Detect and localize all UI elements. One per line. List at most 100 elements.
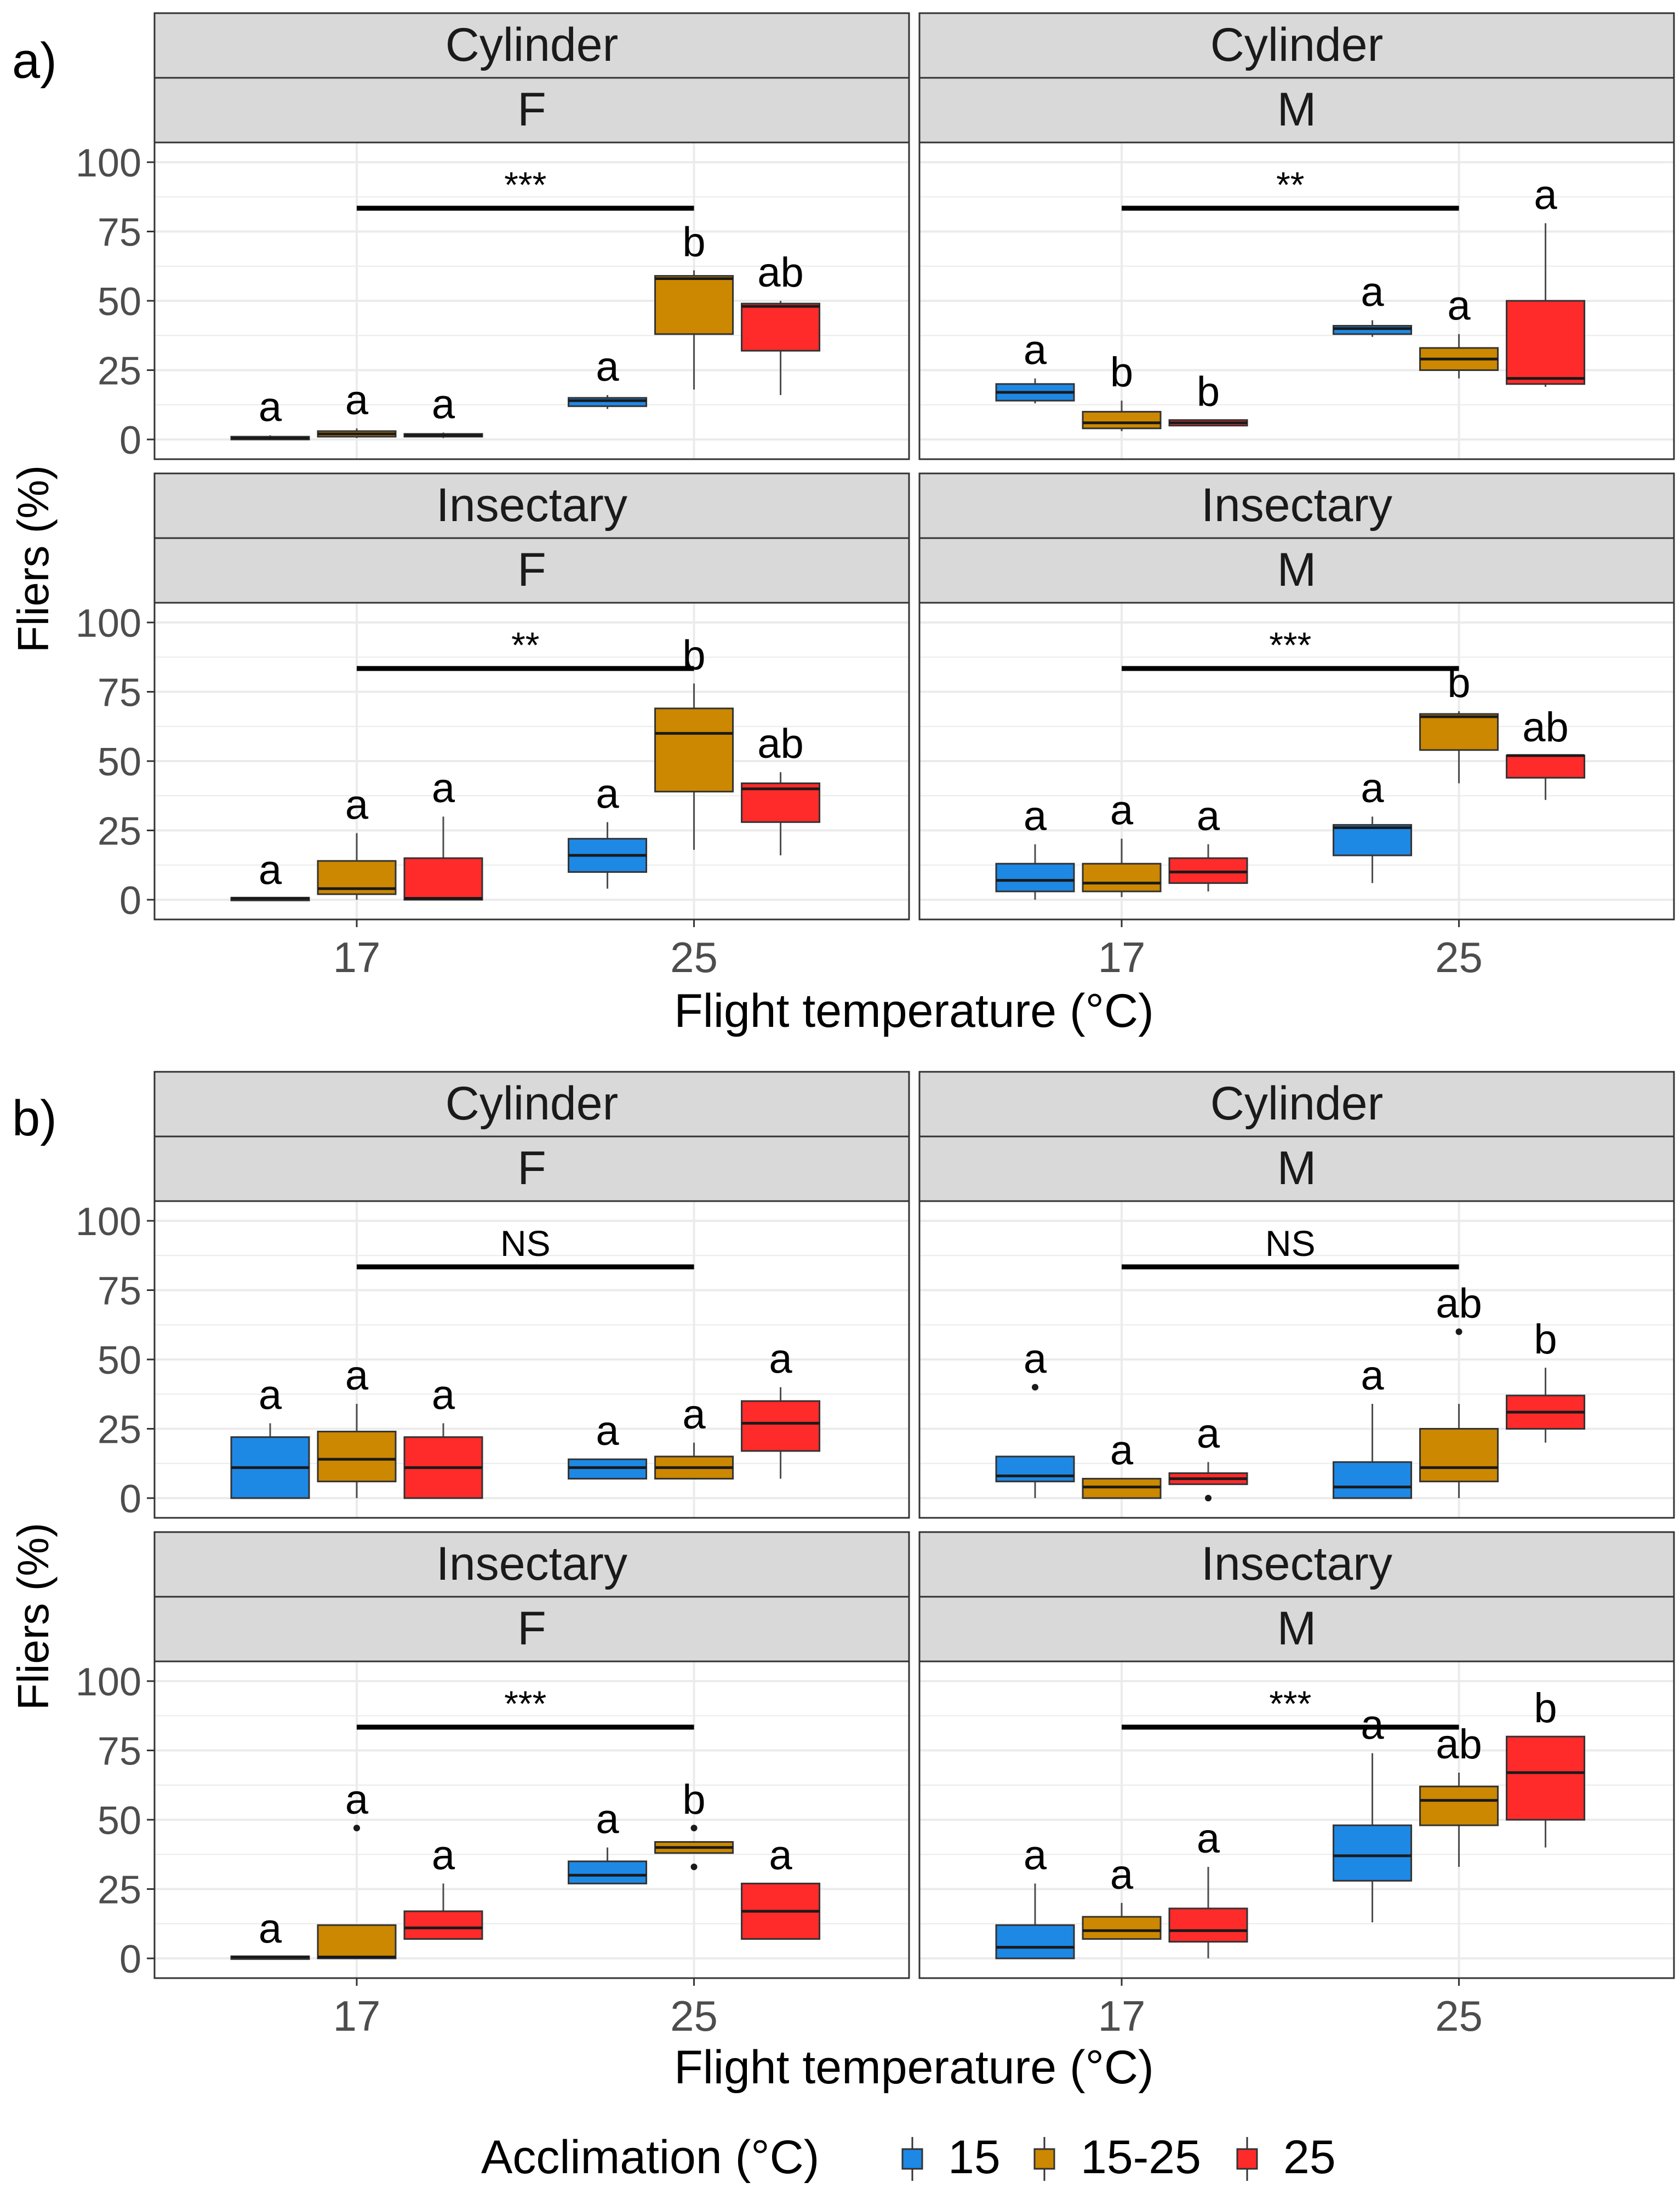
boxplot-25: a: [1168, 1815, 1248, 1958]
x-tick-label: 25: [670, 933, 718, 981]
boxplot-15: a: [995, 1832, 1075, 1959]
group-letter: a: [432, 1832, 455, 1878]
boxplot-15: a: [1333, 1352, 1413, 1499]
group-letter: a: [345, 782, 369, 829]
facet-strip: [153, 1135, 910, 1202]
boxplot-15-25: a: [1082, 787, 1162, 897]
box: [403, 1910, 483, 1940]
box: [995, 862, 1075, 893]
x-tick-label: 17: [1098, 1992, 1146, 2040]
box: [1506, 755, 1586, 779]
x-tick-label: 25: [1435, 1992, 1483, 2040]
boxplot-15: a: [995, 327, 1075, 404]
group-letter: a: [1197, 793, 1220, 839]
boxplot-15-25: b: [1082, 349, 1162, 431]
y-axis-label-a: Fliers (%): [9, 465, 58, 653]
significance-label: NS: [1265, 1223, 1316, 1264]
boxplot-15: a: [1333, 765, 1413, 883]
facet-strip-label: Insectary: [1201, 479, 1392, 532]
facet-strip: [918, 537, 1675, 604]
box: [1082, 862, 1162, 893]
figure-part-label-a: a): [12, 33, 57, 89]
y-tick-label: 0: [119, 419, 141, 462]
box: [1082, 410, 1162, 430]
boxplot-15-25: b: [654, 219, 734, 390]
boxplot-25: ab: [741, 721, 821, 856]
box: [568, 397, 648, 407]
facet-panel: Cylinder F 0 25 50 75 100 NS a a a a a a: [76, 1071, 910, 1521]
y-tick-label: 25: [98, 810, 141, 854]
facet-strip: [918, 1071, 1675, 1138]
box: [1419, 1785, 1499, 1826]
plot-border: [918, 1200, 1675, 1519]
group-letter: a: [1110, 1427, 1134, 1474]
group-letter: b: [682, 219, 705, 265]
boxplot-15-25: b: [654, 632, 734, 850]
significance-label: ***: [504, 1683, 546, 1724]
facet-strip: [153, 1071, 910, 1138]
facet-strip-label: Insectary: [436, 1538, 627, 1590]
y-tick-label: 100: [76, 1660, 141, 1704]
group-letter: a: [1024, 1832, 1047, 1878]
box: [403, 857, 483, 901]
x-tick-label: 17: [333, 1992, 381, 2040]
group-letter: a: [1197, 1410, 1220, 1457]
facet-strip: [918, 1596, 1675, 1662]
group-letter: a: [1197, 1815, 1220, 1862]
legend-item-25: 25: [1236, 2131, 1336, 2184]
outlier-point: [353, 1825, 361, 1832]
box: [1506, 1735, 1586, 1821]
y-tick-label: 75: [98, 211, 141, 255]
boxplot-25: a: [1168, 793, 1248, 892]
boxplot-25: ab: [1506, 704, 1586, 800]
group-letter: a: [769, 1832, 792, 1878]
group-letter: ab: [757, 721, 804, 767]
box: [568, 1860, 648, 1884]
box: [568, 1458, 648, 1480]
y-tick-label: 100: [76, 602, 141, 645]
facet-strip: [918, 1531, 1675, 1598]
group-letter: a: [259, 1905, 282, 1952]
x-axis-label-b: Flight temperature (°C): [674, 2041, 1154, 2094]
boxplot-15-25: a: [1419, 283, 1499, 379]
y-tick-label: 0: [119, 879, 141, 923]
legend-label-15: 15: [948, 2131, 1001, 2184]
significance-label: ***: [1269, 1683, 1311, 1724]
facet-strip: [153, 537, 910, 604]
legend-label-25: 25: [1283, 2131, 1336, 2184]
y-tick-label: 0: [119, 1938, 141, 1981]
facet-strip-label: F: [517, 1602, 546, 1655]
group-letter: a: [1110, 787, 1134, 834]
y-tick-label: 100: [76, 1200, 141, 1244]
group-letter: ab: [1522, 704, 1569, 751]
group-letter: ab: [1436, 1280, 1482, 1327]
group-letter: a: [1361, 268, 1384, 315]
box: [1333, 325, 1413, 335]
box: [1506, 300, 1586, 385]
boxplot-15: a: [568, 1408, 648, 1480]
facet-strip-label: F: [517, 1142, 546, 1195]
box: [995, 1924, 1075, 1959]
box: [741, 1400, 821, 1452]
group-letter: b: [682, 1776, 705, 1823]
facet-strip-label: Cylinder: [445, 19, 618, 71]
plot-border: [918, 141, 1675, 460]
box: [1168, 857, 1248, 884]
boxplot-25: a: [741, 1832, 821, 1940]
group-letter: a: [1024, 1336, 1047, 1382]
group-letter: a: [769, 1336, 792, 1382]
group-letter: b: [1534, 1685, 1557, 1732]
group-letter: a: [432, 381, 455, 427]
y-tick-label: 25: [98, 350, 141, 393]
box: [741, 302, 821, 352]
boxplot-25: a: [403, 1832, 483, 1940]
group-letter: a: [1361, 765, 1384, 812]
y-tick-label: 50: [98, 740, 141, 784]
group-letter: a: [345, 377, 369, 424]
boxplot-25: b: [1168, 369, 1248, 427]
boxplot-15-25: ab: [1419, 1721, 1499, 1867]
